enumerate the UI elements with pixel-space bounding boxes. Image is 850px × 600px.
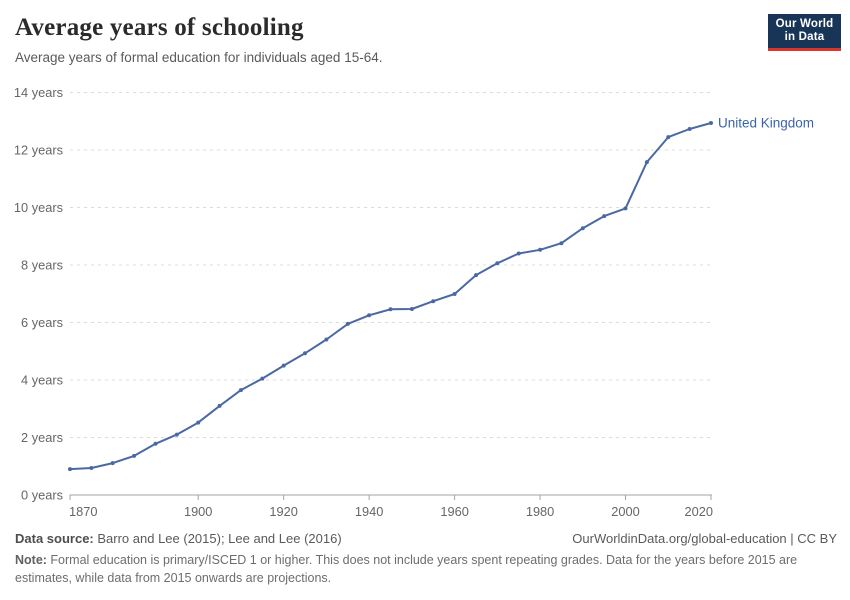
owid-logo-line2: in Data bbox=[784, 31, 825, 43]
data-point bbox=[132, 453, 137, 458]
y-axis-tick-label: 12 years bbox=[14, 143, 63, 158]
x-axis-tick-label: 1920 bbox=[269, 504, 297, 519]
data-point bbox=[580, 226, 585, 231]
data-point bbox=[452, 292, 457, 296]
data-point bbox=[538, 247, 543, 252]
data-source-text: Barro and Lee (2015); Lee and Lee (2016) bbox=[93, 531, 342, 546]
chart-header: Average years of schooling Average years… bbox=[15, 14, 730, 65]
owid-logo[interactable]: Our World in Data bbox=[768, 14, 841, 51]
data-point bbox=[174, 432, 179, 437]
data-point bbox=[260, 376, 265, 381]
chart-note: Note: Formal education is primary/ISCED … bbox=[15, 552, 837, 588]
data-point bbox=[324, 337, 329, 342]
data-point bbox=[516, 251, 521, 256]
data-line-united-kingdom bbox=[69, 122, 712, 471]
owid-logo-line1: Our World bbox=[775, 18, 834, 30]
chart-title: Average years of schooling bbox=[15, 14, 304, 41]
y-axis-tick-label: 14 years bbox=[14, 85, 63, 100]
data-point bbox=[666, 135, 671, 140]
x-axis-tick-label: 1980 bbox=[526, 504, 554, 519]
x-axis-tick-label: 1900 bbox=[184, 504, 212, 519]
y-axis-tick-label: 0 years bbox=[21, 488, 63, 503]
x-axis-tick-label: 1940 bbox=[355, 504, 383, 519]
chart-note-label: Note: bbox=[15, 553, 47, 567]
y-axis-tick-label: 10 years bbox=[14, 200, 63, 215]
x-axis-tick-label: 1960 bbox=[440, 504, 468, 519]
data-source-label: Data source: bbox=[15, 531, 94, 546]
y-axis-tick-label: 6 years bbox=[21, 315, 63, 330]
data-point bbox=[388, 307, 393, 312]
x-axis-tick-label: 2020 bbox=[685, 504, 713, 519]
data-point bbox=[687, 127, 692, 131]
y-axis-tick-label: 4 years bbox=[21, 373, 63, 388]
y-axis-tick-label: 8 years bbox=[21, 258, 63, 273]
data-point bbox=[623, 206, 628, 211]
data-point bbox=[495, 261, 500, 266]
data-source: Data source: Barro and Lee (2015); Lee a… bbox=[15, 531, 342, 546]
data-point bbox=[89, 466, 94, 470]
attribution-link[interactable]: OurWorldinData.org/global-education | CC… bbox=[572, 531, 837, 546]
data-point bbox=[68, 467, 72, 472]
data-point bbox=[644, 160, 649, 165]
data-point bbox=[602, 214, 607, 219]
data-point bbox=[238, 388, 243, 393]
chart-note-text: Formal education is primary/ISCED 1 or h… bbox=[15, 553, 798, 585]
y-axis-tick-label: 2 years bbox=[21, 430, 63, 445]
data-point bbox=[559, 241, 564, 246]
data-point bbox=[409, 307, 414, 311]
x-axis-tick-label: 1870 bbox=[69, 504, 97, 519]
data-point bbox=[281, 363, 286, 368]
data-point bbox=[709, 121, 713, 125]
series-label-united-kingdom[interactable]: United Kingdom bbox=[718, 115, 814, 130]
data-point bbox=[217, 403, 222, 408]
data-point bbox=[367, 313, 372, 318]
data-point bbox=[153, 441, 158, 446]
data-point bbox=[196, 420, 201, 425]
data-point bbox=[345, 321, 350, 326]
data-point bbox=[474, 273, 478, 278]
data-point bbox=[431, 299, 436, 304]
x-axis-tick-label: 2000 bbox=[611, 504, 639, 519]
chart-footer: Data source: Barro and Lee (2015); Lee a… bbox=[15, 531, 837, 588]
data-point bbox=[303, 351, 307, 356]
chart-subtitle: Average years of formal education for in… bbox=[15, 49, 383, 65]
data-point bbox=[110, 461, 115, 466]
